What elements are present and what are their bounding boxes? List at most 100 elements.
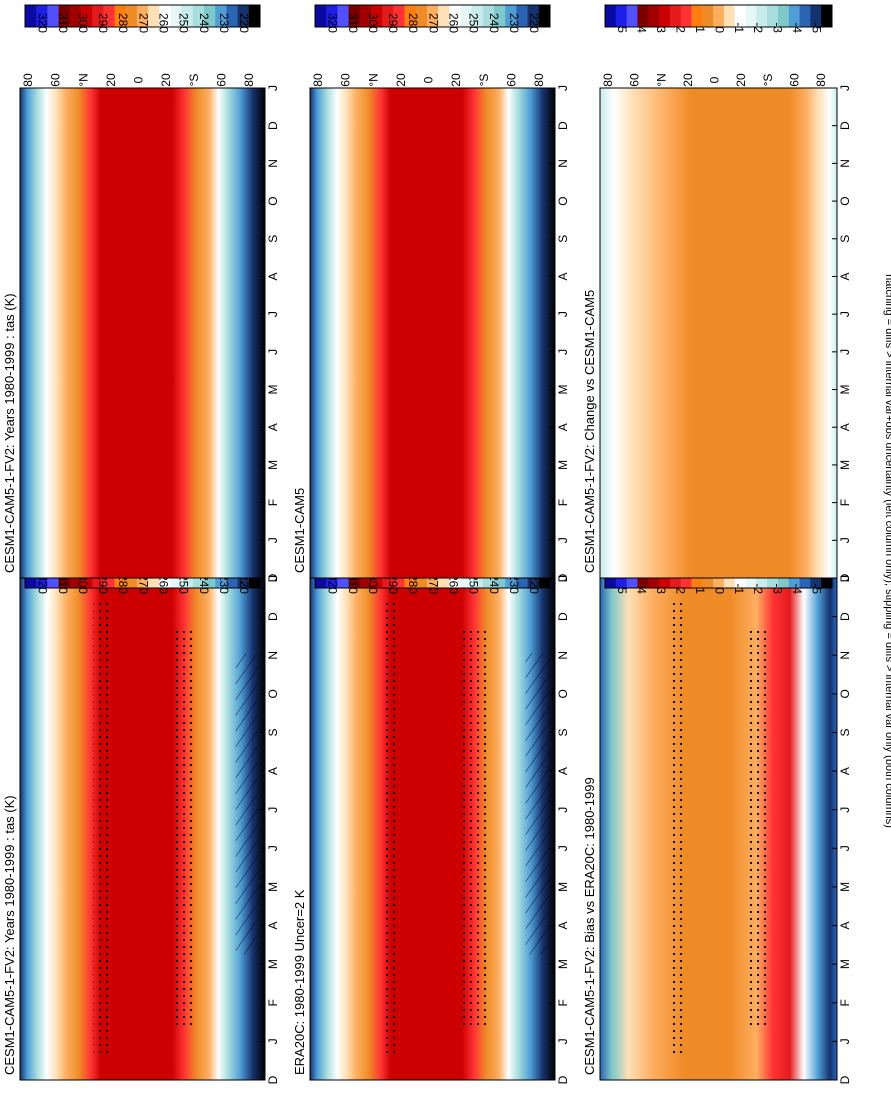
colorbar-label: 5 bbox=[615, 587, 629, 594]
month-tick-label: D bbox=[556, 573, 570, 582]
panel-title: CESM1-CAM5-1-FV2: Bias vs ERA20C: 1980-1… bbox=[582, 777, 597, 1075]
colorbar-swatch bbox=[114, 5, 127, 27]
colorbar-swatch bbox=[516, 5, 529, 27]
colorbar-label: -3 bbox=[771, 583, 785, 594]
month-tick-label: O bbox=[838, 196, 852, 205]
colorbar-swatch bbox=[204, 5, 216, 27]
month-tick-label: A bbox=[838, 423, 852, 431]
colorbar-label: 310 bbox=[346, 13, 360, 33]
colorbar-swatch bbox=[393, 5, 406, 27]
month-tick-label: N bbox=[838, 159, 852, 168]
colorbar-label: 270 bbox=[426, 574, 440, 594]
heatmap-field bbox=[310, 578, 555, 1080]
colorbar-swatch bbox=[337, 5, 350, 27]
colorbar-label: 250 bbox=[177, 574, 191, 594]
colorbar-swatch bbox=[125, 5, 138, 27]
colorbar-swatch bbox=[538, 5, 551, 27]
month-tick-label: D bbox=[266, 573, 280, 582]
month-tick-label: J bbox=[556, 575, 570, 581]
month-tick-label: J bbox=[838, 845, 852, 851]
lat-tick-label: 0 bbox=[132, 76, 146, 83]
colorbar-label: 280 bbox=[116, 13, 130, 33]
colorbar-swatch bbox=[426, 5, 439, 27]
colorbar-swatch bbox=[237, 5, 250, 27]
colorbar-swatch bbox=[382, 5, 394, 27]
colorbar-swatch bbox=[626, 5, 638, 27]
lat-tick-label: 0 bbox=[422, 76, 436, 83]
colorbar-label: -2 bbox=[751, 22, 765, 33]
colorbar-swatch bbox=[648, 5, 660, 27]
colorbar-swatch bbox=[58, 5, 71, 27]
colorbar-swatch bbox=[691, 5, 703, 27]
figure-footnote: hatching = diffs > internal var+obs unce… bbox=[883, 274, 891, 828]
month-tick-label: J bbox=[838, 807, 852, 813]
month-tick-label: J bbox=[556, 807, 570, 813]
lat-tick-label: 80 bbox=[242, 73, 256, 87]
colorbar-label: 280 bbox=[406, 574, 420, 594]
month-tick-label: A bbox=[266, 767, 280, 775]
colorbar-label: 230 bbox=[217, 13, 231, 33]
colorbar-swatch bbox=[449, 5, 461, 27]
colorbar-swatch bbox=[723, 5, 736, 27]
colorbar-label: 230 bbox=[507, 574, 521, 594]
colorbar-swatch bbox=[745, 5, 757, 27]
colorbar-swatch bbox=[415, 5, 428, 27]
colorbar-label: 320 bbox=[326, 13, 340, 33]
plot-frame bbox=[309, 87, 556, 579]
month-tick-label: O bbox=[266, 689, 280, 698]
month-tick-label: J bbox=[838, 575, 852, 581]
colorbar-label: 320 bbox=[36, 574, 50, 594]
month-tick-label: F bbox=[266, 999, 280, 1006]
heatmap-field bbox=[600, 578, 837, 1080]
lat-tick-label: 60 bbox=[628, 73, 642, 87]
colorbar-label: 3 bbox=[654, 26, 668, 33]
colorbar-label: 5 bbox=[615, 26, 629, 33]
month-tick-label: J bbox=[838, 311, 852, 317]
lat-tick-label: 80 bbox=[814, 73, 828, 87]
colorbar-swatch bbox=[370, 5, 383, 27]
month-tick-label: J bbox=[266, 537, 280, 543]
month-tick-label: M bbox=[838, 460, 852, 470]
colorbar: 5 4 3 2 1 0 -1 -2 -3 -4 -5 bbox=[604, 4, 833, 33]
month-tick-label: A bbox=[266, 272, 280, 280]
month-tick-label: M bbox=[266, 460, 280, 470]
colorbar-label: 310 bbox=[56, 574, 70, 594]
colorbar-label: 320 bbox=[36, 13, 50, 33]
colorbar-label: 290 bbox=[386, 574, 400, 594]
heatmap-field bbox=[310, 88, 555, 578]
colorbar-swatch bbox=[799, 5, 811, 27]
colorbar-label: -5 bbox=[810, 583, 824, 594]
month-tick-label: N bbox=[556, 159, 570, 168]
month-tick-label: F bbox=[556, 499, 570, 506]
colorbar-frame bbox=[604, 4, 833, 28]
colorbar-swatch bbox=[767, 5, 779, 27]
colorbar-swatch bbox=[505, 5, 517, 27]
lat-tick-label: 20 bbox=[104, 73, 118, 87]
month-tick-label: J bbox=[266, 349, 280, 355]
colorbar-swatch bbox=[702, 5, 714, 27]
colorbar-swatch bbox=[181, 5, 194, 27]
month-tick-label: J bbox=[838, 349, 852, 355]
plot-frame bbox=[19, 87, 266, 579]
lat-tick-label: °S bbox=[477, 74, 491, 87]
colorbar-swatch bbox=[359, 5, 372, 27]
month-tick-label: M bbox=[838, 959, 852, 969]
month-tick-label: D bbox=[838, 121, 852, 130]
month-tick-label: N bbox=[556, 651, 570, 660]
month-tick-label: D bbox=[266, 1075, 280, 1084]
lat-tick-label: 20 bbox=[449, 73, 463, 87]
colorbar-swatch bbox=[659, 5, 671, 27]
month-tick-label: F bbox=[556, 999, 570, 1006]
panel-title: CESM1-CAM5 bbox=[292, 488, 307, 573]
month-tick-label: A bbox=[838, 922, 852, 930]
plot-frame bbox=[599, 87, 838, 579]
month-tick-label: O bbox=[266, 196, 280, 205]
month-tick-label: J bbox=[266, 1038, 280, 1044]
lat-tick-label: 20 bbox=[394, 73, 408, 87]
colorbar-label: 270 bbox=[426, 13, 440, 33]
colorbar-swatch bbox=[482, 5, 495, 27]
colorbar-swatch bbox=[47, 5, 60, 27]
heatmap-panel: DJFMAMJJASONDJ8060°N20020°S6080CESM1-CAM… bbox=[582, 563, 852, 1084]
